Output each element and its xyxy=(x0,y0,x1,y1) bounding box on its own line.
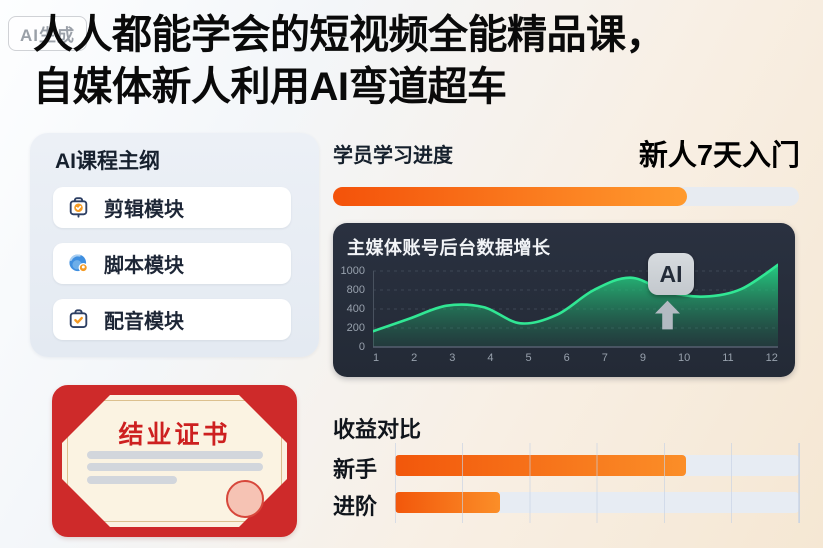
ai-generated-badge: AI生成 xyxy=(8,16,87,51)
growth-line-chart xyxy=(373,263,778,348)
module-card-2[interactable]: 脚本模块 xyxy=(53,243,291,284)
title-line-2: 自媒体新人利用AI弯道超车 xyxy=(33,65,507,109)
progress-highlight: 新人7天入门 xyxy=(638,140,800,172)
earnings-row-2: 进阶 xyxy=(333,489,799,519)
chart-line xyxy=(373,263,778,333)
certificate-seal-icon xyxy=(226,480,264,518)
up-arrow-icon xyxy=(655,300,680,330)
certificate-card: 结业证书 xyxy=(52,385,297,537)
title-line-1: 人人都能学会的短视频全能精品课， xyxy=(33,13,666,57)
progress-bar-fill xyxy=(333,187,688,206)
module-card-1[interactable]: 剪辑模块 xyxy=(53,187,291,228)
ai-annotation-badge: AI xyxy=(648,253,694,295)
progress-label: 学员学习进度 xyxy=(333,145,453,167)
y-tick-label: 400 xyxy=(346,303,365,315)
x-tick-label: 4 xyxy=(487,352,494,364)
certificate-text-placeholder xyxy=(87,476,177,484)
earnings-bar-fill xyxy=(395,492,501,513)
x-tick-label: 9 xyxy=(639,352,646,364)
x-tick-label: 11 xyxy=(722,352,734,364)
chart-area-fill xyxy=(373,264,778,347)
y-tick-label: 800 xyxy=(346,284,365,296)
y-tick-label: 0 xyxy=(358,341,365,353)
module-label: 脚本模块 xyxy=(104,255,184,277)
chart-title: 主媒体账号后台数据增长 xyxy=(347,238,551,258)
certificate-text-placeholder xyxy=(87,463,263,471)
x-tick-label: 1 xyxy=(373,352,380,364)
earnings-row-1: 新手 xyxy=(333,452,799,482)
course-outline-title: AI课程主纲 xyxy=(55,150,160,173)
page-title: 人人都能学会的短视频全能精品课， 自媒体新人利用AI弯道超车 xyxy=(33,9,666,113)
earnings-bar-fill xyxy=(395,455,686,476)
chart-y-axis: 1000 800 400 200 0 xyxy=(333,261,367,355)
x-tick-label: 2 xyxy=(411,352,418,364)
progress-bar xyxy=(333,187,799,206)
x-tick-label: 6 xyxy=(563,352,570,364)
course-outline-panel: AI课程主纲 剪辑模块脚本模块配音模块 xyxy=(30,133,319,357)
module-label: 配音模块 xyxy=(104,311,184,333)
earnings-bar-track xyxy=(395,492,799,513)
chart-x-axis: 1 2 3 4 5 6 7 9 10 11 12 xyxy=(373,352,778,364)
earnings-title: 收益对比 xyxy=(333,417,422,442)
briefcase-check-icon xyxy=(66,307,91,332)
x-tick-label: 12 xyxy=(765,352,778,364)
y-tick-label: 200 xyxy=(346,322,365,334)
certificate-inner-border xyxy=(67,400,282,522)
globe-pin-icon xyxy=(66,251,91,276)
earnings-bar-track xyxy=(395,455,799,476)
x-tick-label: 5 xyxy=(525,352,532,364)
certificate-text-placeholder xyxy=(87,451,263,459)
x-tick-label: 7 xyxy=(601,352,608,364)
module-label: 剪辑模块 xyxy=(104,199,184,221)
certificate-title: 结业证书 xyxy=(118,421,231,449)
growth-chart-panel: 主媒体账号后台数据增长 1000 800 400 200 0 1 2 3 4 5 6 7 9 10 11 1… xyxy=(333,223,795,377)
earnings-bar-label: 进阶 xyxy=(333,494,378,519)
x-tick-label: 3 xyxy=(449,352,456,364)
module-card-3[interactable]: 配音模块 xyxy=(53,299,291,340)
earnings-bar-label: 新手 xyxy=(333,457,378,482)
y-tick-label: 1000 xyxy=(340,265,365,277)
x-tick-label: 10 xyxy=(678,352,691,364)
clipboard-check-icon xyxy=(66,195,91,220)
